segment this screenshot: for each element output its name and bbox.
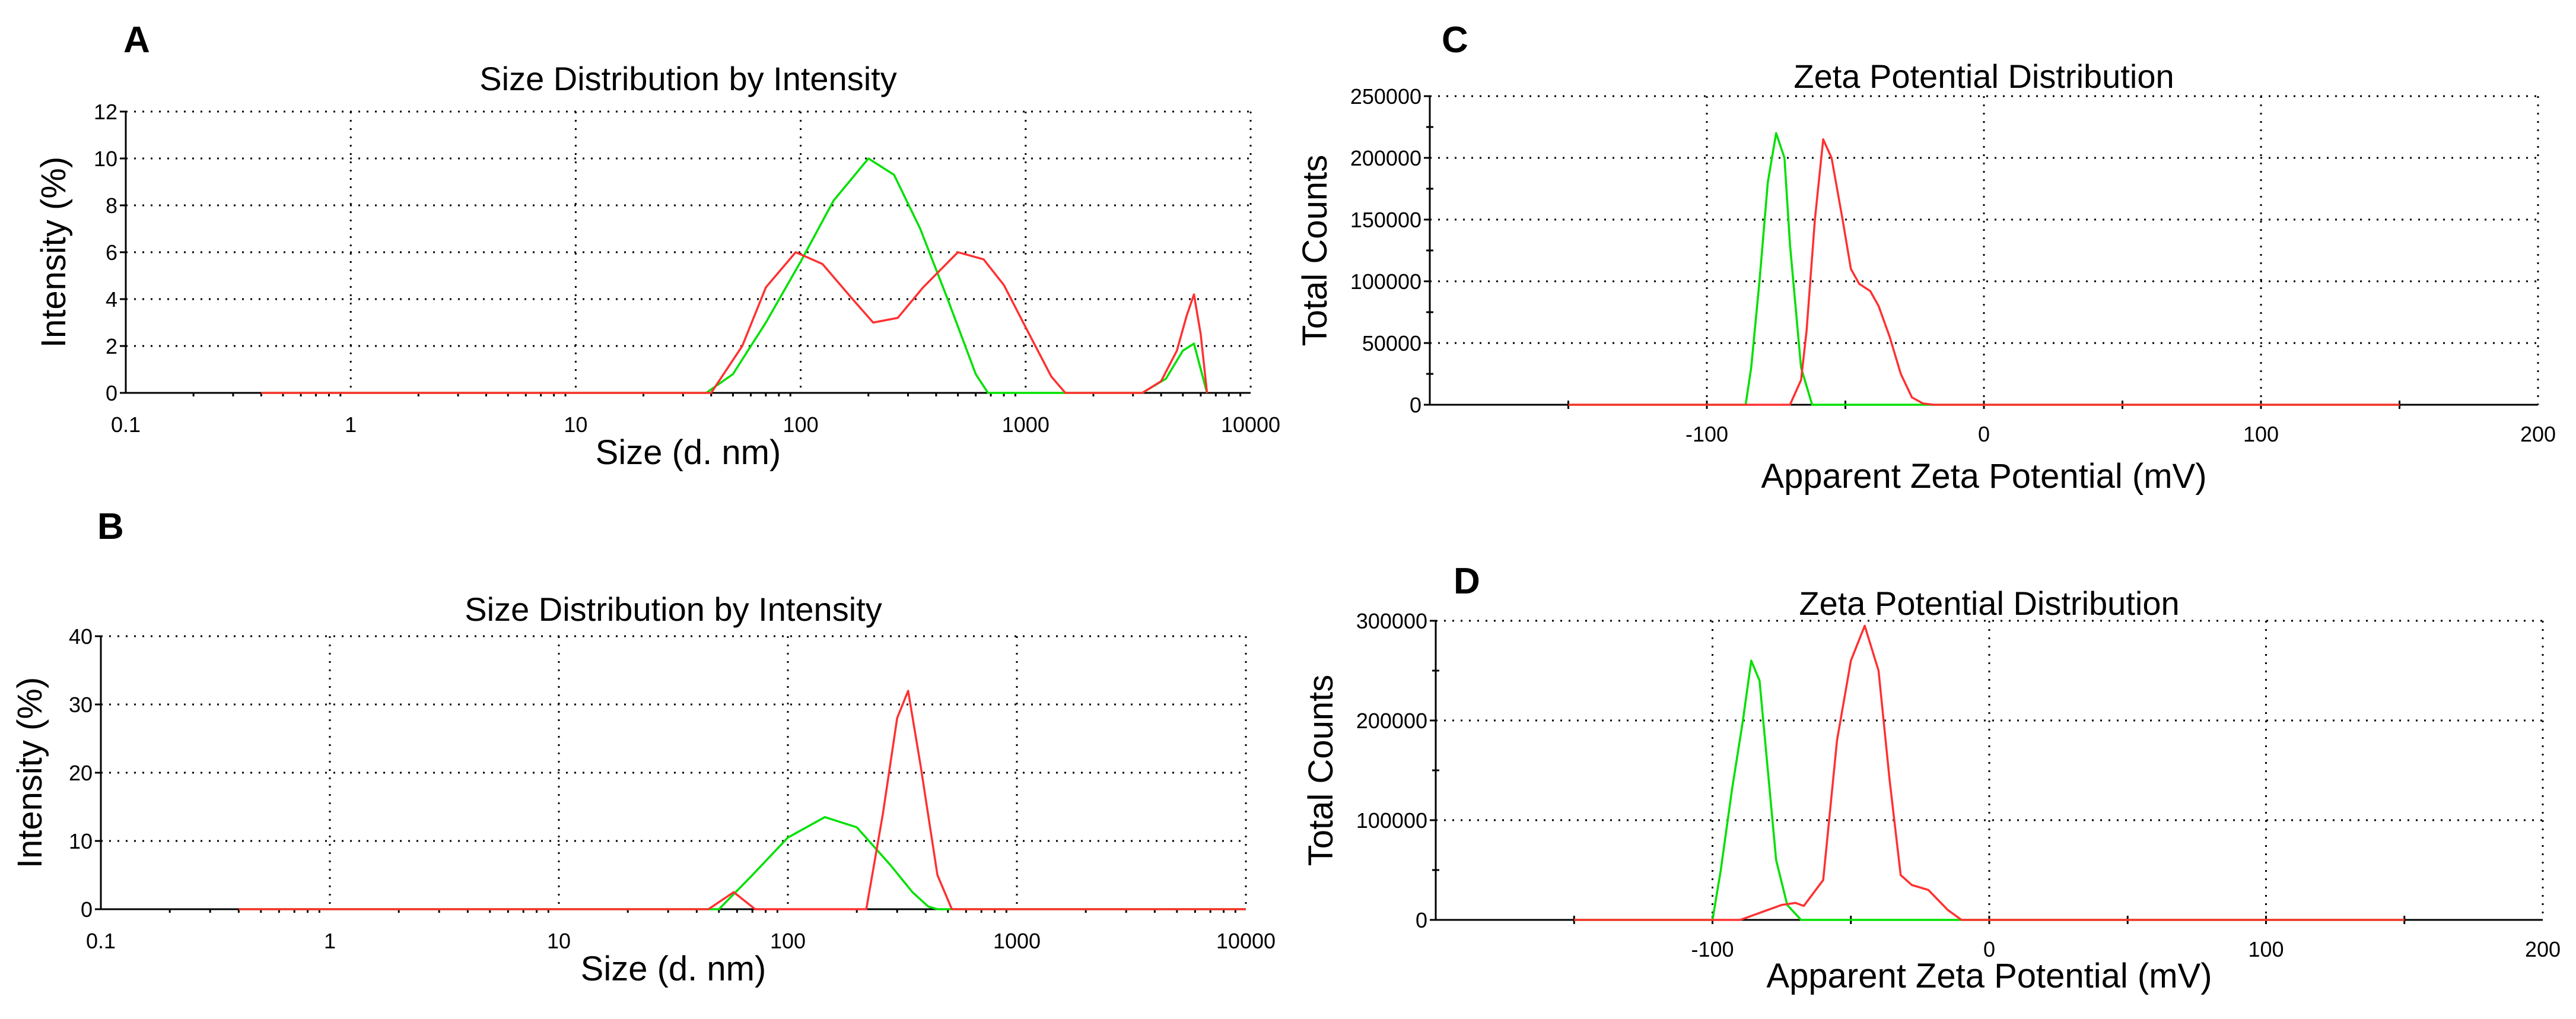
chart-b-y-tick-label: 40 xyxy=(69,624,93,649)
chart-b-y-tick-label: 20 xyxy=(69,761,93,785)
chart-b-x-tick-label: 100 xyxy=(770,929,806,953)
chart-c-y-tick-label: 200000 xyxy=(1350,146,1421,170)
chart-d-series-red xyxy=(1574,624,2405,921)
chart-c-series-red xyxy=(1568,138,2400,406)
chart-d-series-green xyxy=(1574,659,2405,921)
panel-letter-d: D xyxy=(1454,561,1480,602)
chart-c-series-green xyxy=(1568,132,2400,406)
chart-c-y-label: Total Counts xyxy=(1296,155,1334,346)
chart-b-y-label: Intensity (%) xyxy=(11,677,49,868)
chart-c-x-tick-label: 200 xyxy=(2520,422,2556,446)
chart-d-x-tick-label: 0 xyxy=(1983,937,1995,961)
chart-a-y-tick-label: 2 xyxy=(106,334,117,358)
chart-c-title: Zeta Potential Distribution xyxy=(1793,58,2174,95)
chart-d-x-tick-label: 100 xyxy=(2248,937,2284,961)
chart-c-y-tick-label: 50000 xyxy=(1362,331,1421,355)
chart-c-x-label: Apparent Zeta Potential (mV) xyxy=(1761,457,2206,496)
chart-a-series-red xyxy=(261,251,1209,394)
chart-d-x-label: Apparent Zeta Potential (mV) xyxy=(1766,957,2212,995)
panel-letter-b: B xyxy=(97,506,124,547)
chart-b-x-tick-label: 0.1 xyxy=(86,929,116,953)
chart-d-x-tick-label: -100 xyxy=(1691,937,1734,961)
chart-b-x-tick-label: 10 xyxy=(547,929,571,953)
chart-c-y-tick-label: 150000 xyxy=(1350,208,1421,232)
chart-c-y-tick-label: 0 xyxy=(1410,393,1421,417)
panel-letter-c: C xyxy=(1442,20,1468,61)
chart-a: 0 2 4 6 8 10 12 0.1 1 10 100 1000 10000 Size Distribu… xyxy=(34,60,1280,472)
chart-c-x-tick-label: 100 xyxy=(2243,422,2279,446)
chart-c-x-tick-label: -100 xyxy=(1685,422,1728,446)
chart-b-series-red xyxy=(238,690,1246,910)
chart-a-x-tick-label: 100 xyxy=(783,412,819,437)
chart-a-y-tick-label: 6 xyxy=(106,240,117,265)
chart-b-y-tick-label: 10 xyxy=(69,829,93,853)
chart-d-y-tick-label: 0 xyxy=(1416,908,1427,932)
chart-d-title: Zeta Potential Distribution xyxy=(1799,585,2179,622)
chart-d-y-tick-label: 100000 xyxy=(1356,808,1427,833)
chart-d-x-tick-label: 200 xyxy=(2525,937,2561,961)
chart-a-x-tick-label: 0.1 xyxy=(111,412,141,437)
chart-d-y-label: Total Counts xyxy=(1302,675,1340,866)
chart-a-x-tick-label: 10000 xyxy=(1221,412,1280,437)
panel-letter-a: A xyxy=(123,20,150,61)
chart-a-y-label: Intensity (%) xyxy=(34,157,73,348)
chart-d-y-tick-label: 300000 xyxy=(1356,609,1427,633)
chart-d: 0 100000 200000 300000 -100 0 100 200 Zeta Poten… xyxy=(1302,585,2561,995)
chart-b: 0 10 20 30 40 0.1 1 10 100 1000 10000 Size Distribu… xyxy=(11,591,1276,988)
chart-b-x-label: Size (d. nm) xyxy=(581,950,767,988)
chart-a-x-tick-label: 1000 xyxy=(1002,412,1050,437)
chart-b-series-green xyxy=(238,816,1246,910)
chart-c: 0 50000 100000 150000 200000 250000 -100 0 100 20… xyxy=(1296,58,2556,496)
chart-c-x-tick-label: 0 xyxy=(1978,422,1990,446)
chart-a-x-tick-label: 1 xyxy=(345,412,357,437)
chart-b-x-tick-label: 1000 xyxy=(993,929,1041,953)
chart-b-y-tick-label: 30 xyxy=(69,693,93,717)
chart-a-x-label: Size (d. nm) xyxy=(596,433,781,472)
chart-c-y-tick-label: 100000 xyxy=(1350,269,1421,294)
chart-b-x-tick-label: 1 xyxy=(324,929,336,953)
chart-b-y-tick-label: 0 xyxy=(81,897,93,922)
chart-a-y-tick-label: 10 xyxy=(94,147,117,171)
chart-a-x-tick-label: 10 xyxy=(564,412,587,437)
chart-a-y-tick-label: 12 xyxy=(94,100,117,124)
chart-a-y-tick-label: 0 xyxy=(106,381,117,405)
chart-d-y-tick-label: 200000 xyxy=(1356,709,1427,733)
chart-a-title: Size Distribution by Intensity xyxy=(479,60,896,97)
chart-b-x-tick-label: 10000 xyxy=(1216,929,1276,953)
chart-c-y-tick-label: 250000 xyxy=(1350,84,1421,109)
chart-a-y-tick-label: 4 xyxy=(106,287,117,312)
chart-a-y-tick-label: 8 xyxy=(106,193,117,218)
chart-b-title: Size Distribution by Intensity xyxy=(465,591,882,628)
chart-a-series-green xyxy=(261,157,1209,394)
